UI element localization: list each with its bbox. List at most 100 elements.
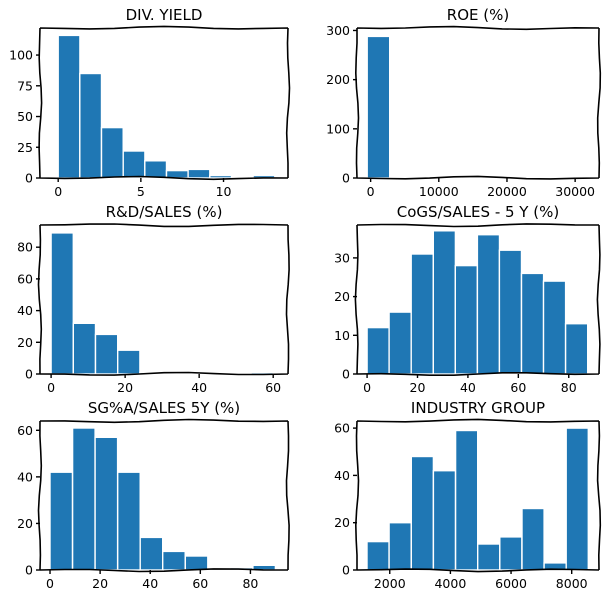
histogram-bar: [50, 232, 74, 375]
x-tick-label: 4000: [434, 576, 466, 591]
x-tick-label: 30000: [555, 184, 595, 199]
histogram-bar: [454, 429, 479, 571]
y-tick-label: 300: [326, 23, 350, 38]
histogram-bar: [116, 349, 141, 375]
chart-title: ROE (%): [447, 6, 509, 24]
histogram-panel: 0 10000 20000 30000 0 100 200 300 ROE (%): [326, 6, 602, 199]
y-tick-label: 0: [342, 171, 350, 186]
histogram-bar: [498, 249, 523, 375]
histogram-bar: [454, 264, 479, 375]
y-tick-label: 20: [17, 516, 33, 531]
y-tick-label: 100: [9, 48, 33, 63]
histogram-bar: [100, 126, 124, 179]
chart-title: SG%A/SALES 5Y (%): [88, 399, 240, 417]
x-tick-label: 0: [363, 380, 371, 395]
x-tick-label: 20000: [487, 184, 527, 199]
x-tick-label: 60: [265, 380, 281, 395]
x-tick-label: 20: [92, 576, 108, 591]
x-tick-label: 8000: [556, 576, 588, 591]
histogram-bar: [184, 555, 209, 571]
histogram-bar: [521, 507, 545, 571]
chart-title: CoGS/SALES - 5 Y (%): [397, 203, 559, 221]
histogram-bar: [144, 160, 168, 179]
y-tick-label: 20: [334, 515, 350, 530]
x-tick-label: 80: [561, 380, 577, 395]
histogram-bar: [366, 326, 390, 375]
y-tick-label: 40: [17, 303, 33, 318]
histogram-panel: 0 20 40 60 80 0 10 20 30 CoGS/SALES - 5 Y (%): [334, 203, 601, 395]
x-tick-label: 80: [242, 576, 258, 591]
histogram-bar: [432, 230, 457, 375]
plot-frame: [354, 25, 602, 180]
histogram-bar: [79, 72, 103, 179]
y-tick-label: 40: [17, 469, 33, 484]
histogram-bar: [564, 323, 589, 375]
histogram-bar: [520, 272, 545, 375]
x-tick-label: 0: [46, 576, 54, 591]
x-tick-label: 0: [54, 184, 62, 199]
x-tick-label: 2000: [374, 576, 406, 591]
y-tick-label: 30: [334, 250, 350, 265]
histogram-bar: [122, 150, 146, 179]
x-tick-label: 40: [460, 380, 476, 395]
histogram-panel: 0 20 40 60 0 20 40 60 80 R&D/SALES (%): [17, 203, 290, 395]
chart-title: DIV. YIELD: [126, 6, 203, 24]
histogram-bar: [71, 427, 96, 571]
y-tick-label: 20: [334, 289, 350, 304]
y-tick-label: 60: [334, 421, 350, 436]
y-tick-label: 100: [326, 121, 350, 136]
histogram-bar: [366, 35, 391, 179]
y-tick-label: 40: [334, 468, 350, 483]
histogram-bar: [476, 233, 501, 375]
y-tick-label: 0: [25, 171, 33, 186]
histogram-bar: [72, 322, 97, 375]
histogram-bar: [209, 174, 233, 179]
histogram-bar: [57, 34, 81, 179]
histogram-bar: [187, 168, 211, 179]
plot-frame: [37, 418, 290, 573]
y-tick-label: 0: [342, 563, 350, 578]
histogram-panel: 0 20 40 60 80 0 20 40 60 SG%A/SALES 5Y (%): [17, 399, 290, 591]
plot-frame: [354, 223, 601, 376]
histogram-bar: [366, 540, 390, 571]
y-tick-label: 60: [17, 271, 33, 286]
y-tick-label: 75: [17, 78, 33, 93]
x-tick-label: 5: [137, 184, 145, 199]
histogram-bar: [565, 427, 590, 571]
x-tick-label: 40: [142, 576, 158, 591]
x-tick-label: 40: [191, 380, 207, 395]
histogram-panel: 2000 4000 6000 8000 0 20 40 60 INDUSTRY GROUP: [334, 399, 602, 591]
histogram-bar: [161, 550, 186, 571]
histogram-bar: [116, 471, 141, 571]
plot-frame: [37, 223, 290, 376]
chart-title: R&D/SALES (%): [106, 203, 223, 221]
histogram-bar: [388, 311, 412, 375]
histogram-bar: [432, 470, 457, 571]
histogram-bar: [499, 536, 523, 571]
chart-title: INDUSTRY GROUP: [411, 399, 545, 417]
y-tick-label: 10: [334, 328, 350, 343]
x-tick-label: 0: [47, 380, 55, 395]
x-tick-label: 60: [192, 576, 208, 591]
histogram-bar: [410, 455, 435, 571]
histogram-bar: [410, 253, 435, 375]
y-tick-label: 0: [25, 563, 33, 578]
x-tick-label: 6000: [495, 576, 527, 591]
y-tick-label: 80: [17, 240, 33, 255]
plot-frame: [38, 25, 291, 181]
y-tick-label: 0: [342, 367, 350, 382]
x-tick-label: 10000: [419, 184, 459, 199]
histogram-bar: [477, 543, 501, 571]
y-tick-label: 25: [17, 140, 33, 155]
histogram-bar: [94, 333, 119, 375]
y-tick-label: 0: [25, 367, 33, 382]
histogram-bar: [94, 436, 119, 571]
histogram-bar: [388, 522, 412, 571]
y-tick-label: 200: [326, 72, 350, 87]
y-tick-label: 50: [17, 109, 33, 124]
x-tick-label: 0: [367, 184, 375, 199]
y-tick-label: 60: [17, 423, 33, 438]
histogram-bar: [49, 471, 74, 571]
